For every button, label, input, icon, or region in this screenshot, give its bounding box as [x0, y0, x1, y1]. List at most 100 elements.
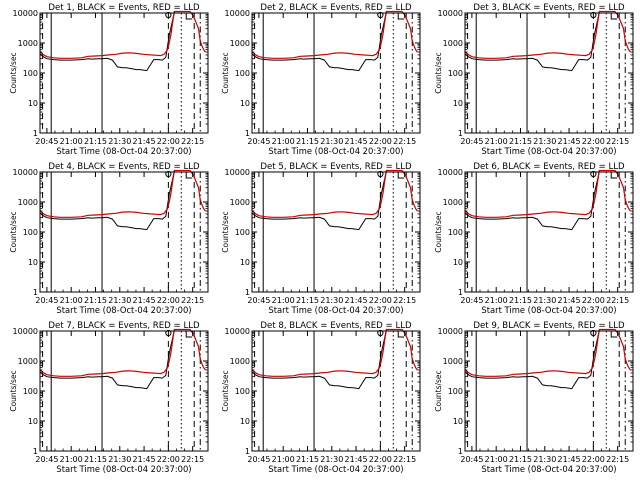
x-tick-label: 20:45 [35, 296, 58, 305]
x-tick-label: 21:15 [296, 455, 319, 464]
x-tick-label: 21:45 [558, 137, 581, 146]
events-series-line [252, 11, 387, 72]
panel-title: Det 7, BLACK = Events, RED = LLD [48, 321, 200, 331]
x-tick-label: 20:45 [35, 137, 58, 146]
x-tick-label: 22:00 [369, 296, 392, 305]
x-tick-label: 21:30 [320, 137, 343, 146]
panel-det-6: Det 6, BLACK = Events, RED = LLD 1 10 100 10… [434, 162, 634, 315]
plot-frame [251, 330, 421, 452]
x-axis-label: Start Time (08-Oct-04 20:37:00) [268, 305, 403, 315]
y-tick-label: 1000 [443, 357, 463, 366]
panel-title: Det 1, BLACK = Events, RED = LLD [48, 3, 200, 13]
panel-title: Det 8, BLACK = Events, RED = LLD [260, 321, 412, 331]
y-tick-label: 100 [235, 228, 250, 237]
events-series-line [252, 170, 387, 231]
lld-series-line [252, 169, 418, 218]
y-tick-label: 1000 [230, 198, 250, 207]
x-tick-label: 21:15 [296, 137, 319, 146]
x-tick-label: 21:00 [272, 296, 295, 305]
x-tick-label: 21:30 [533, 296, 556, 305]
x-tick-label: 21:00 [272, 455, 295, 464]
y-tick-label: 1 [458, 129, 463, 138]
y-tick-label: 10 [453, 99, 463, 108]
y-axis-label: Counts/sec [434, 211, 443, 252]
x-tick-label: 21:30 [533, 455, 556, 464]
x-tick-label: 21:45 [133, 137, 156, 146]
y-tick-label: 100 [23, 387, 38, 396]
panel-det-1: Det 1, BLACK = Events, RED = LLD 1 10 100 10… [9, 3, 209, 156]
lld-series-line [465, 328, 631, 377]
y-tick-label: 100 [23, 69, 38, 78]
panel-det-2: Det 2, BLACK = Events, RED = LLD 1 10 100 10… [221, 3, 421, 156]
panel-title: Det 6, BLACK = Events, RED = LLD [473, 162, 625, 172]
y-tick-label: 100 [235, 69, 250, 78]
y-tick-label: 1 [245, 288, 250, 297]
y-tick-label: 10000 [438, 168, 463, 177]
plot-frame [251, 171, 421, 293]
x-tick-label: 21:00 [485, 455, 508, 464]
x-tick-label: 22:00 [369, 137, 392, 146]
state-step-mark [397, 331, 405, 338]
state-step-mark [185, 172, 193, 179]
x-tick-label: 21:45 [558, 455, 581, 464]
x-tick-label: 21:00 [485, 296, 508, 305]
plot-frame [464, 12, 634, 134]
x-tick-label: 22:00 [157, 137, 180, 146]
y-tick-label: 10000 [225, 9, 250, 18]
y-tick-label: 1 [33, 447, 38, 456]
state-step-mark [610, 13, 618, 20]
y-axis-label: Counts/sec [434, 370, 443, 411]
x-axis-label: Start Time (08-Oct-04 20:37:00) [268, 464, 403, 474]
x-tick-label: 20:45 [460, 137, 483, 146]
panel-det-8: Det 8, BLACK = Events, RED = LLD 1 10 100 10… [221, 321, 421, 474]
y-tick-label: 100 [235, 387, 250, 396]
y-tick-label: 10 [453, 258, 463, 267]
x-tick-label: 21:45 [345, 296, 368, 305]
y-tick-label: 1 [33, 129, 38, 138]
x-tick-label: 22:15 [181, 137, 204, 146]
x-tick-label: 22:15 [606, 296, 629, 305]
events-series-line [40, 11, 175, 72]
lld-series-line [40, 169, 206, 218]
x-tick-label: 20:45 [460, 296, 483, 305]
y-axis-label: Counts/sec [9, 370, 18, 411]
panel-det-7: Det 7, BLACK = Events, RED = LLD 1 10 100 10… [9, 321, 209, 474]
events-series-line [40, 329, 175, 390]
lld-series-line [252, 328, 418, 377]
x-tick-label: 22:15 [181, 296, 204, 305]
y-axis-label: Counts/sec [434, 52, 443, 93]
events-series-line [252, 329, 387, 390]
y-tick-label: 1000 [18, 39, 38, 48]
y-tick-label: 10000 [13, 9, 38, 18]
plot-frame [39, 171, 209, 293]
x-tick-label: 22:15 [606, 455, 629, 464]
x-tick-label: 21:00 [485, 137, 508, 146]
y-tick-label: 1 [245, 447, 250, 456]
x-tick-label: 20:45 [35, 455, 58, 464]
x-tick-label: 21:45 [558, 296, 581, 305]
lld-series-line [252, 10, 418, 59]
panel-det-3: Det 3, BLACK = Events, RED = LLD 1 10 100 10… [434, 3, 634, 156]
x-axis-label: Start Time (08-Oct-04 20:37:00) [56, 305, 191, 315]
y-axis-label: Counts/sec [221, 211, 230, 252]
x-tick-label: 21:00 [60, 137, 83, 146]
x-tick-label: 22:15 [393, 296, 416, 305]
y-tick-label: 1 [458, 447, 463, 456]
y-tick-label: 1000 [443, 198, 463, 207]
y-tick-label: 10 [240, 99, 250, 108]
y-tick-label: 1 [458, 288, 463, 297]
panel-title: Det 2, BLACK = Events, RED = LLD [260, 3, 412, 13]
x-tick-label: 22:15 [393, 137, 416, 146]
plot-frame [464, 171, 634, 293]
x-tick-label: 20:45 [247, 455, 270, 464]
plot-frame [39, 12, 209, 134]
state-step-mark [185, 13, 193, 20]
y-axis-label: Counts/sec [221, 370, 230, 411]
x-axis-label: Start Time (08-Oct-04 20:37:00) [481, 464, 616, 474]
y-tick-label: 10 [240, 417, 250, 426]
y-tick-label: 1000 [443, 39, 463, 48]
x-tick-label: 21:15 [509, 296, 532, 305]
x-tick-label: 21:30 [320, 296, 343, 305]
panel-title: Det 9, BLACK = Events, RED = LLD [473, 321, 625, 331]
